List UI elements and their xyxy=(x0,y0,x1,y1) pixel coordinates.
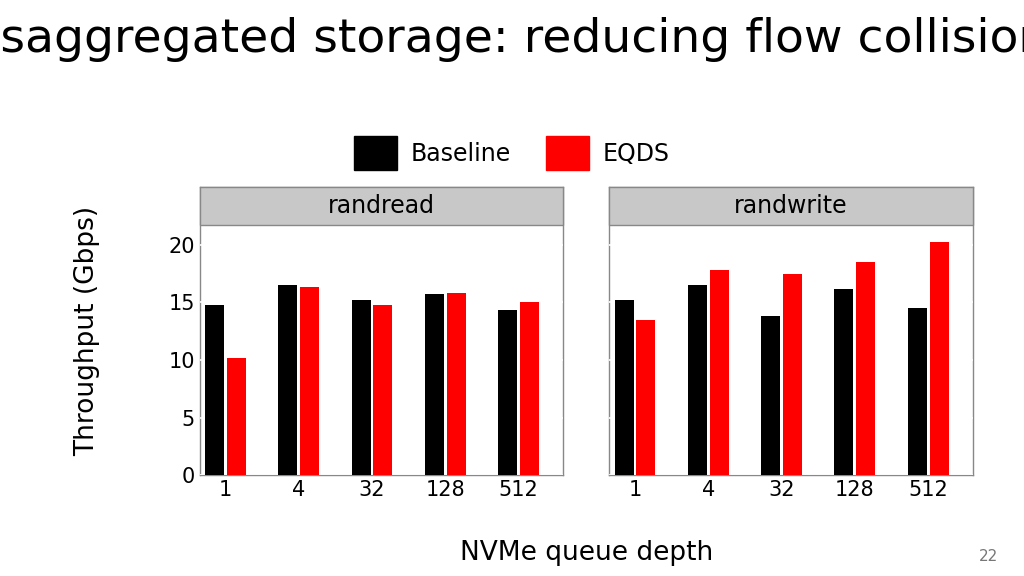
Bar xyxy=(205,305,224,475)
Bar xyxy=(688,285,707,475)
Bar xyxy=(930,242,948,475)
Bar xyxy=(446,293,466,475)
Bar xyxy=(614,300,634,475)
Bar xyxy=(637,320,655,475)
Bar xyxy=(300,287,319,475)
Bar xyxy=(227,358,246,475)
Bar xyxy=(710,270,729,475)
Text: Disaggregated storage: reducing flow collisions: Disaggregated storage: reducing flow col… xyxy=(0,17,1024,62)
Bar xyxy=(351,300,371,475)
Text: Throughput (Gbps): Throughput (Gbps) xyxy=(74,206,100,456)
Bar xyxy=(856,262,876,475)
Bar xyxy=(374,305,392,475)
Text: NVMe queue depth: NVMe queue depth xyxy=(460,540,713,566)
Text: randread: randread xyxy=(328,194,435,218)
Legend: Baseline, EQDS: Baseline, EQDS xyxy=(344,127,680,179)
Bar xyxy=(499,310,517,475)
Text: 22: 22 xyxy=(979,550,998,564)
Bar xyxy=(908,308,927,475)
Bar xyxy=(279,285,297,475)
Bar xyxy=(761,316,780,475)
Bar xyxy=(835,289,853,475)
Bar xyxy=(520,302,539,475)
Bar xyxy=(783,274,802,475)
Bar xyxy=(425,294,443,475)
Bar xyxy=(200,187,563,225)
Bar xyxy=(609,187,973,225)
Text: randwrite: randwrite xyxy=(734,194,848,218)
